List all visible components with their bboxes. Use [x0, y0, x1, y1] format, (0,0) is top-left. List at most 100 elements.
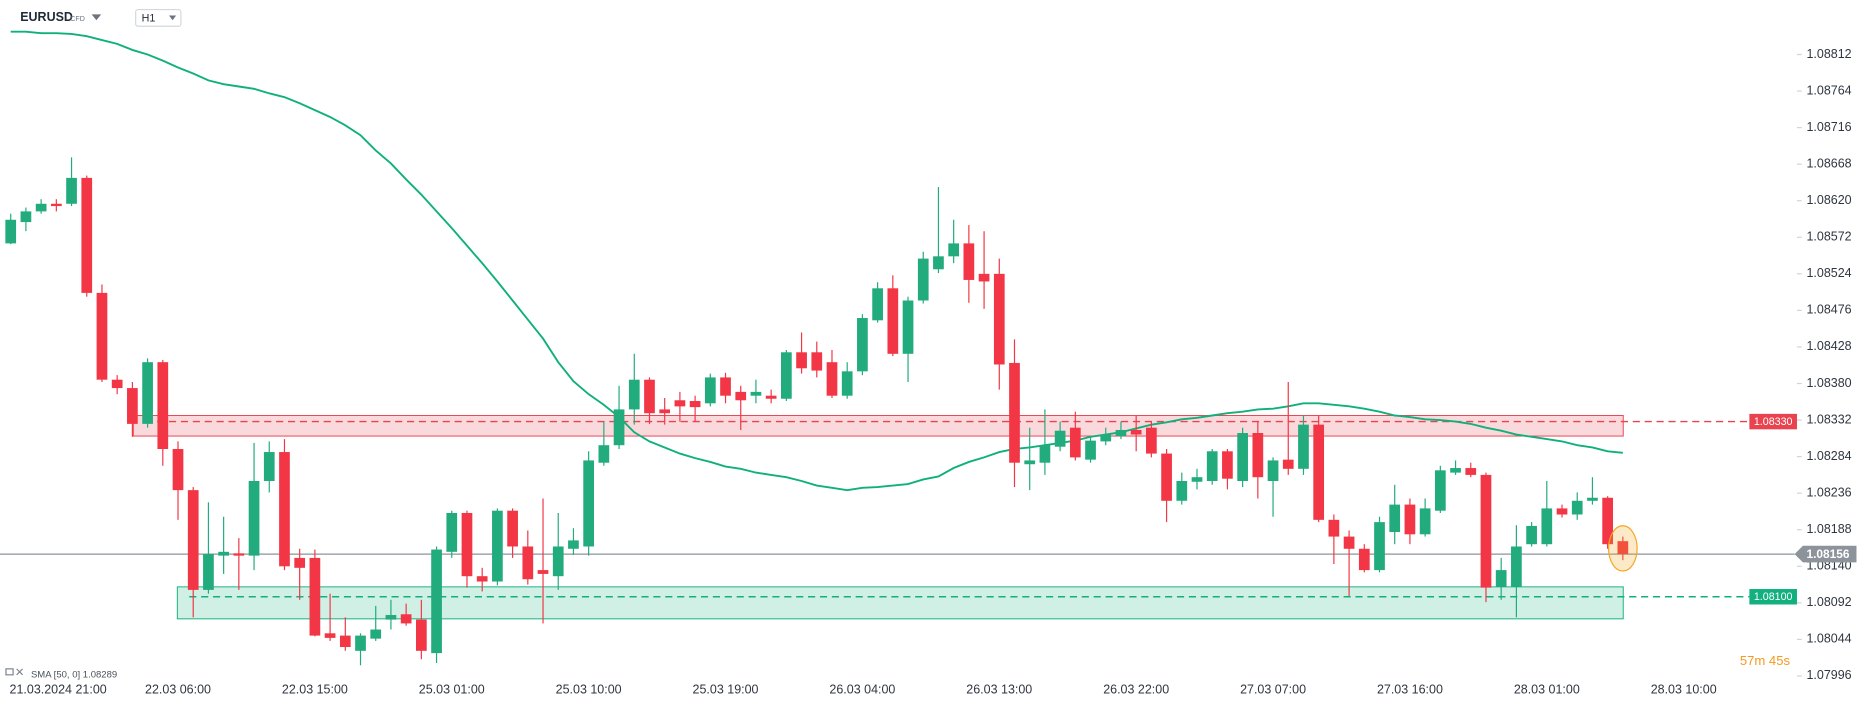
candle-body — [355, 635, 366, 651]
price-zone — [132, 415, 1624, 437]
y-tick-label: 1.08332 — [1806, 412, 1851, 426]
x-tick-label: 21.03.2024 21:00 — [10, 683, 107, 697]
y-tick-label: 1.08764 — [1806, 83, 1851, 97]
candle-body — [826, 362, 838, 396]
candle-body — [552, 546, 564, 577]
y-tick-label: 1.08236 — [1806, 485, 1851, 499]
candle-body — [1358, 548, 1370, 571]
candle-body — [568, 540, 579, 549]
candle-body — [507, 510, 518, 547]
candle-body — [1024, 460, 1036, 465]
candle-body — [1587, 497, 1598, 501]
candle-body — [50, 203, 62, 207]
y-tick-label: 1.08380 — [1806, 376, 1851, 390]
candle-body — [659, 409, 671, 414]
candle-body — [963, 243, 975, 280]
candle-body — [263, 452, 275, 481]
candle-body — [461, 512, 473, 577]
y-tick-label: 1.08428 — [1806, 339, 1851, 353]
level-label-box — [1749, 413, 1797, 430]
candle-body — [1511, 546, 1522, 587]
candle-body — [111, 379, 123, 389]
symbol[interactable]: EURUSD — [20, 10, 73, 24]
candle-body — [294, 557, 306, 568]
candle-body — [781, 352, 792, 399]
candle-body — [1191, 477, 1203, 482]
candle-body — [157, 362, 169, 450]
candle-body — [1298, 424, 1309, 469]
candle-body — [20, 211, 32, 223]
plot-area: 1.08812 1.08764 1.08716 1.08668 1.08620 1.085… — [0, 30, 1857, 697]
candle-body — [1069, 427, 1081, 458]
symbol-dropdown[interactable] — [91, 14, 102, 21]
x-tick-label: 22.03 06:00 — [145, 683, 211, 697]
candle-body — [81, 177, 93, 293]
candle-body — [1115, 429, 1127, 437]
candle-body — [1450, 468, 1461, 473]
candle-body — [1434, 470, 1446, 511]
candle-body — [765, 395, 777, 399]
candle-body — [1495, 570, 1507, 587]
y-tick-label: 1.08716 — [1806, 120, 1851, 134]
candle-body — [446, 512, 458, 552]
candle-body — [142, 362, 153, 424]
candle-body — [218, 551, 229, 556]
candle-body — [233, 553, 245, 556]
x-tick-label: 26.03 13:00 — [966, 683, 1032, 697]
candle-body — [872, 288, 883, 321]
candle-body — [1282, 459, 1294, 469]
candle-body — [1343, 536, 1355, 549]
candle-body — [1039, 445, 1051, 463]
x-tick-label: 26.03 22:00 — [1103, 683, 1169, 697]
candle-body — [644, 379, 655, 414]
y-tick-label: 1.08284 — [1806, 449, 1851, 463]
instrument-type: CFD — [70, 15, 85, 23]
x-tick-label: 28.03 10:00 — [1651, 683, 1717, 697]
candle-body — [1085, 440, 1096, 460]
candle-body — [127, 388, 138, 424]
y-tick-label: 1.08524 — [1806, 266, 1851, 280]
candle-body — [796, 352, 807, 369]
timeframe-dropdown[interactable] — [168, 15, 177, 21]
candle-body — [933, 256, 944, 270]
candle-body — [324, 633, 336, 638]
candle-body — [1222, 451, 1233, 479]
indicator-remove-icon[interactable] — [16, 668, 24, 676]
candle-body — [811, 352, 823, 371]
candle-timer: 57m 45s — [1740, 653, 1791, 668]
candle-body — [1571, 500, 1583, 515]
candle-body — [1237, 433, 1248, 481]
candle-body — [248, 480, 260, 556]
candle-body — [1526, 525, 1537, 545]
price-zone — [176, 586, 1624, 620]
candle-body — [1328, 519, 1340, 537]
candle-body — [598, 445, 610, 463]
current-price-label: 1.08156 — [1806, 547, 1849, 561]
candle-body — [1252, 433, 1264, 478]
candle-body — [1161, 453, 1172, 501]
candle-body — [279, 452, 290, 567]
candle-body — [887, 288, 899, 354]
candle-body — [415, 619, 427, 651]
level-label: 1.08100 — [1754, 591, 1793, 603]
level-label: 1.08330 — [1754, 416, 1793, 428]
candle-body — [1130, 429, 1142, 435]
candle-body — [370, 629, 382, 639]
candle-body — [1419, 508, 1431, 535]
candle-body — [431, 549, 442, 654]
candle-body — [1480, 474, 1492, 588]
current-price-box — [1794, 545, 1857, 563]
candle-body — [750, 391, 762, 396]
candle-body — [704, 377, 716, 404]
candle-body — [172, 449, 184, 491]
candle-body — [522, 546, 534, 580]
candle-body — [1176, 480, 1188, 501]
x-tick-label: 26.03 04:00 — [829, 683, 895, 697]
y-tick-label: 1.07996 — [1806, 668, 1851, 682]
candle-body — [720, 377, 731, 396]
y-tick-label: 1.08620 — [1806, 193, 1851, 207]
candle-body — [857, 318, 868, 372]
timeframe-box[interactable] — [135, 8, 182, 27]
indicator-settings-icon[interactable] — [5, 668, 14, 676]
candle-body — [1313, 424, 1325, 520]
